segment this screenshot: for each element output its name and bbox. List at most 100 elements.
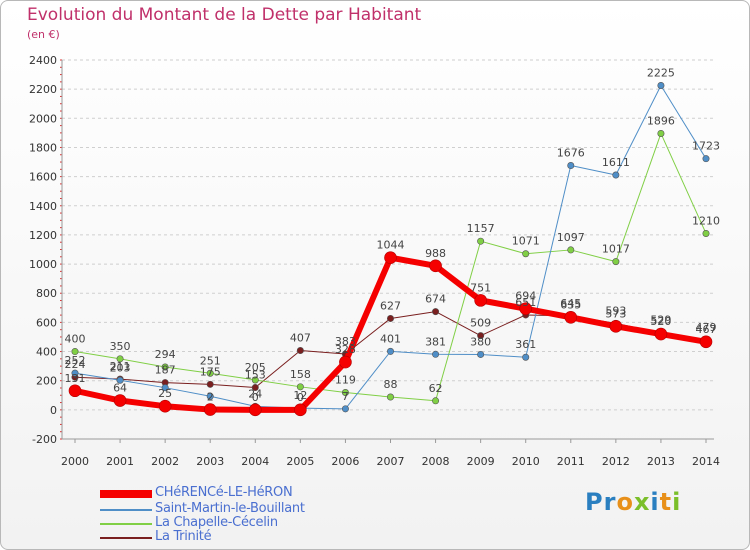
data-label: 224 bbox=[65, 358, 86, 371]
y-tick-label: 200 bbox=[36, 375, 57, 388]
data-label: 131 bbox=[65, 372, 86, 385]
y-tick-label: 400 bbox=[36, 346, 57, 359]
data-label: 119 bbox=[335, 373, 356, 386]
data-label: 187 bbox=[155, 364, 176, 377]
data-point bbox=[432, 397, 440, 405]
data-point bbox=[612, 171, 620, 179]
legend-swatch-saint-martin bbox=[100, 509, 152, 511]
data-point bbox=[657, 82, 665, 90]
data-label: 674 bbox=[425, 293, 446, 306]
data-label: 62 bbox=[429, 382, 443, 395]
data-point bbox=[432, 308, 440, 316]
y-tick-label: 800 bbox=[36, 287, 57, 300]
chart-unit-label: (en €) bbox=[27, 28, 60, 41]
data-point bbox=[477, 350, 485, 358]
data-point bbox=[294, 403, 307, 417]
data-label: 25 bbox=[158, 387, 172, 400]
data-point bbox=[522, 353, 530, 361]
data-label: 252 bbox=[65, 354, 86, 367]
legend-swatch-la-trinite bbox=[100, 537, 152, 539]
y-tick-label: 1200 bbox=[29, 229, 57, 242]
data-label: 0 bbox=[252, 391, 259, 404]
data-label: 520 bbox=[650, 315, 671, 328]
legend-item-la-chapelle: La Chapelle-Cécelin bbox=[100, 515, 430, 531]
x-tick-label: 2014 bbox=[692, 455, 720, 468]
data-point bbox=[116, 376, 124, 384]
data-label: 627 bbox=[380, 299, 401, 312]
data-label: 407 bbox=[290, 332, 311, 345]
y-tick-label: -200 bbox=[32, 433, 57, 446]
x-tick-label: 2004 bbox=[241, 455, 269, 468]
data-point bbox=[609, 320, 623, 333]
data-label: 988 bbox=[425, 247, 446, 260]
data-label: 1071 bbox=[512, 235, 540, 248]
x-tick-label: 2013 bbox=[647, 455, 675, 468]
y-tick-label: 2200 bbox=[29, 83, 57, 96]
x-tick-label: 2008 bbox=[422, 455, 450, 468]
x-tick-label: 2009 bbox=[467, 455, 495, 468]
data-point bbox=[699, 335, 713, 349]
y-tick-label: 1000 bbox=[29, 258, 57, 271]
data-label: 1611 bbox=[602, 156, 630, 169]
data-label: 211 bbox=[110, 360, 131, 373]
data-point bbox=[567, 246, 575, 254]
legend-label-la-trinite: La Trinité bbox=[155, 529, 212, 544]
data-label: 1017 bbox=[602, 243, 630, 256]
data-label: 328 bbox=[335, 343, 356, 356]
data-point bbox=[386, 393, 394, 401]
data-label: 251 bbox=[200, 354, 221, 367]
data-label: 205 bbox=[245, 361, 266, 374]
data-label: 64 bbox=[113, 382, 127, 395]
data-label: 1097 bbox=[557, 231, 585, 244]
data-point bbox=[341, 405, 349, 413]
y-tick-label: 1600 bbox=[29, 171, 57, 184]
data-point bbox=[567, 162, 575, 170]
legend-item-cherence: CHéRENCé-LE-HéRON bbox=[100, 485, 430, 501]
x-tick-label: 2005 bbox=[286, 455, 314, 468]
data-label: 401 bbox=[380, 332, 401, 345]
data-point bbox=[386, 314, 394, 322]
data-point bbox=[386, 347, 394, 355]
data-point bbox=[296, 383, 304, 391]
x-tick-label: 2001 bbox=[106, 455, 134, 468]
data-point bbox=[702, 229, 710, 237]
data-point bbox=[158, 399, 172, 413]
data-point bbox=[71, 348, 79, 356]
data-label: 12 bbox=[293, 389, 307, 402]
data-point bbox=[161, 384, 169, 392]
data-point bbox=[564, 310, 578, 324]
data-point bbox=[71, 369, 79, 377]
data-point bbox=[339, 355, 352, 369]
data-label: 1157 bbox=[467, 222, 495, 235]
data-label: 383 bbox=[335, 335, 356, 348]
data-label: 88 bbox=[384, 378, 398, 391]
data-label: 751 bbox=[470, 281, 491, 294]
legend-label-saint-martin: Saint-Martin-le-Bouillant bbox=[155, 501, 305, 516]
data-point bbox=[519, 302, 533, 315]
legend-label-la-chapelle: La Chapelle-Cécelin bbox=[155, 515, 278, 530]
legend-swatch-la-chapelle bbox=[100, 523, 152, 525]
data-point bbox=[477, 237, 485, 245]
data-point bbox=[251, 376, 259, 384]
y-tick-label: 600 bbox=[36, 316, 57, 329]
data-label: 153 bbox=[245, 369, 266, 382]
data-point bbox=[248, 403, 262, 417]
x-tick-label: 2006 bbox=[331, 455, 359, 468]
data-label: 479 bbox=[696, 321, 717, 334]
data-point bbox=[341, 388, 349, 396]
data-label: 1044 bbox=[377, 239, 405, 252]
data-label: 158 bbox=[290, 368, 311, 381]
data-label: 350 bbox=[110, 340, 131, 353]
data-label: 651 bbox=[515, 296, 536, 309]
x-tick-label: 2010 bbox=[512, 455, 540, 468]
x-tick-label: 2003 bbox=[196, 455, 224, 468]
data-label: 635 bbox=[560, 298, 581, 311]
data-label: 7 bbox=[342, 390, 349, 403]
data-label: 1676 bbox=[557, 147, 585, 160]
data-point bbox=[522, 250, 530, 258]
legend-item-la-trinite: La Trinité bbox=[100, 529, 430, 545]
data-point bbox=[116, 355, 124, 363]
data-label: 573 bbox=[605, 307, 626, 320]
data-point bbox=[206, 369, 214, 377]
